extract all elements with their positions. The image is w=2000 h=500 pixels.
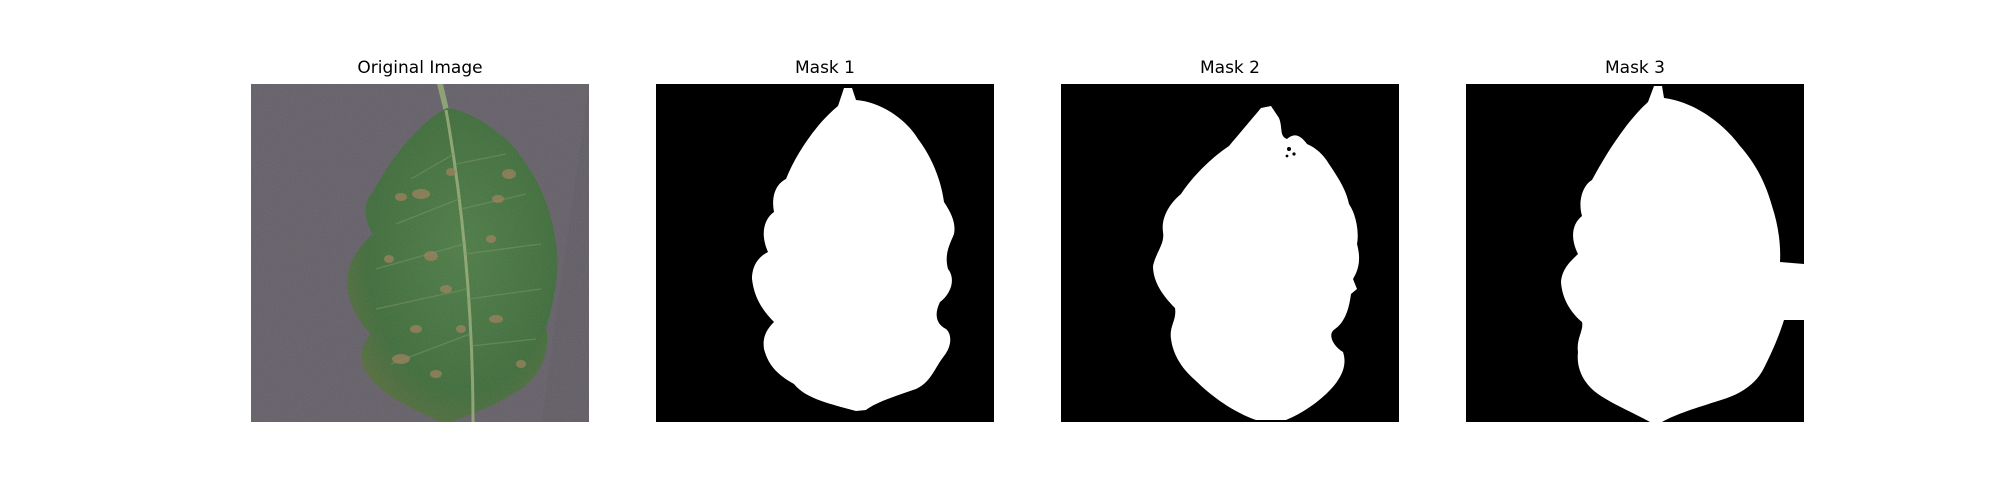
mask-2-panel [1061, 84, 1399, 422]
mask-3-panel [1466, 84, 1804, 422]
mask-2-title: Mask 2 [1199, 58, 1260, 78]
mask-1-title: Mask 1 [794, 58, 855, 78]
mask-1-image [656, 84, 994, 422]
mask-3-title: Mask 3 [1604, 58, 1665, 78]
leaf-photo [251, 84, 589, 422]
mask-1-panel [656, 84, 994, 422]
mask-2-image [1061, 84, 1399, 422]
original-image-title: Original Image [357, 58, 483, 78]
mask-2-region [1153, 106, 1360, 420]
mask-2-holes [1285, 147, 1296, 158]
mask-1-region [752, 88, 955, 411]
mask-3-image [1466, 84, 1804, 422]
mask-3-region [1561, 86, 1804, 422]
original-image-panel [251, 84, 589, 422]
